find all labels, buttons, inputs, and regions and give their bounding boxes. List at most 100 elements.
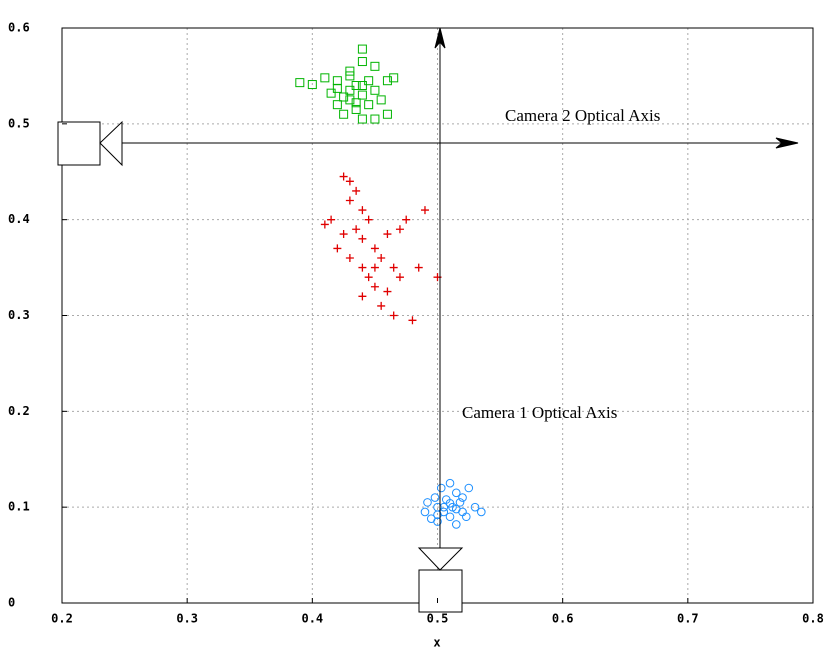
point: [451, 504, 461, 514]
point: [433, 510, 442, 520]
point: [370, 282, 379, 291]
point: [345, 254, 354, 262]
point: [445, 478, 455, 488]
point: [370, 85, 380, 95]
point: [326, 88, 336, 98]
camera1-lens: [417, 547, 464, 571]
y-tick-label: 0.3: [8, 308, 30, 322]
point: [358, 292, 367, 301]
x-tick-label: 0.8: [802, 612, 824, 626]
y-tick-label: 0.2: [8, 404, 30, 418]
point: [458, 493, 467, 502]
point: [345, 177, 354, 186]
point: [445, 499, 455, 508]
point: [370, 114, 380, 124]
annotation: Camera 1 Optical Axis: [462, 403, 617, 422]
x-tick-label: 0.7: [677, 612, 699, 626]
point: [430, 493, 440, 502]
arrow-head: [775, 137, 799, 149]
point: [333, 244, 342, 253]
point: [351, 98, 361, 108]
point: [402, 215, 411, 224]
y-tick-label: 0.4: [8, 212, 30, 226]
point: [451, 520, 461, 529]
point: [345, 71, 355, 81]
point: [364, 215, 373, 224]
point: [461, 512, 471, 522]
point: [383, 230, 392, 239]
point: [382, 76, 392, 86]
point: [358, 234, 367, 243]
point: [332, 83, 342, 93]
point: [358, 263, 367, 272]
point: [295, 78, 305, 88]
point: [445, 512, 455, 522]
point: [357, 90, 367, 100]
camera1-body: [418, 569, 463, 613]
point: [420, 206, 429, 215]
point: [395, 273, 404, 282]
point: [370, 61, 380, 71]
point: [383, 287, 392, 296]
point: [345, 95, 355, 105]
point: [345, 66, 355, 76]
point: [370, 244, 379, 253]
point: [357, 57, 367, 67]
point: [339, 109, 349, 119]
point: [358, 206, 367, 215]
point: [357, 44, 367, 54]
camera2-lens: [99, 120, 123, 167]
y-tick-label: 0: [8, 596, 15, 610]
y-tick-label: 0.1: [8, 500, 30, 514]
x-tick-label: 0.4: [301, 612, 323, 626]
point: [332, 76, 342, 86]
point: [389, 311, 398, 320]
point: [332, 100, 342, 110]
camera2-body: [57, 121, 101, 166]
point: [451, 488, 461, 498]
point: [408, 316, 417, 325]
point: [377, 301, 386, 310]
arrow-head: [434, 27, 446, 49]
point: [357, 114, 367, 124]
camera-drawings: [57, 27, 799, 613]
point: [327, 215, 336, 224]
x-tick-label: 0.3: [176, 612, 198, 626]
y-tick-label: 0.5: [8, 116, 30, 130]
point: [477, 507, 486, 517]
x-tick-label: 0.2: [51, 612, 73, 626]
x-tick-label: 0.5: [427, 612, 449, 626]
point: [352, 186, 361, 195]
point: [470, 502, 480, 512]
point: [382, 109, 392, 119]
point: [345, 196, 354, 205]
point: [339, 230, 348, 239]
point: [395, 225, 404, 234]
point: [414, 263, 423, 272]
point: [376, 95, 386, 105]
point: [351, 81, 361, 90]
point: [364, 273, 373, 282]
point: [352, 225, 361, 234]
y-tick-label: 0.6: [8, 21, 30, 35]
point: [307, 80, 317, 90]
point: [339, 172, 348, 181]
point: [345, 85, 355, 95]
x-tick-label: 0.6: [552, 612, 574, 626]
point: [389, 73, 399, 83]
point: [357, 81, 367, 90]
point: [389, 263, 398, 272]
point: [320, 73, 330, 83]
point: [364, 100, 374, 110]
point: [464, 483, 474, 493]
annotation: Camera 2 Optical Axis: [505, 106, 660, 125]
point: [370, 263, 379, 272]
point: [433, 517, 442, 526]
point: [364, 76, 374, 86]
x-axis-label: x: [433, 636, 440, 649]
point: [339, 92, 349, 102]
point: [377, 254, 386, 262]
point: [320, 220, 329, 229]
point: [436, 483, 446, 493]
